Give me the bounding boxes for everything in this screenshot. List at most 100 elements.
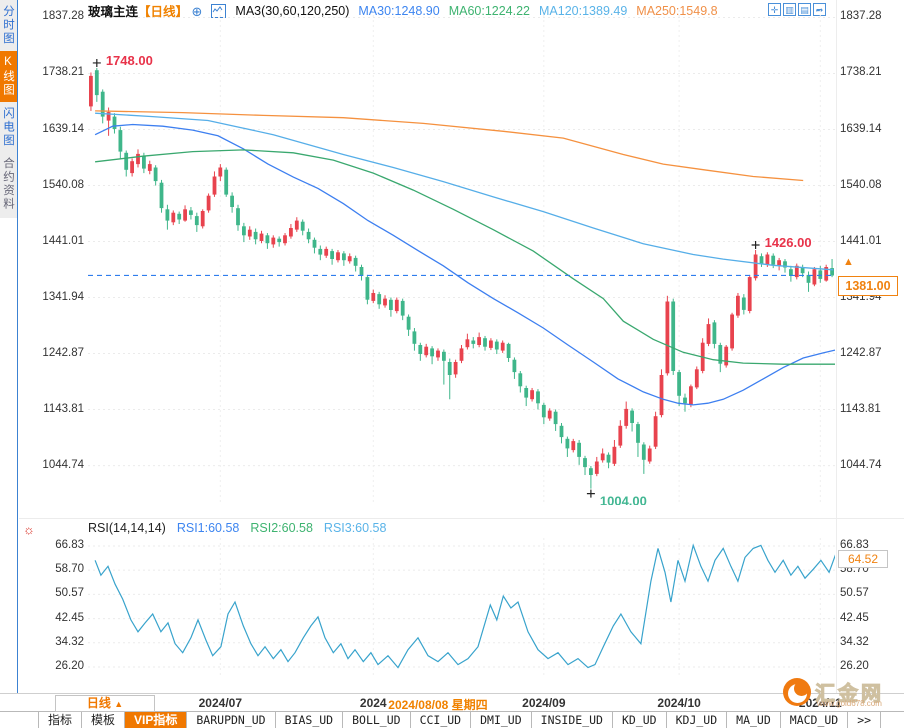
tab-boll_ud[interactable]: BOLL_UD (343, 712, 411, 728)
candle (206, 195, 211, 211)
axis-label: 50.57 (55, 587, 84, 600)
add-compare-icon[interactable]: ⊕ (191, 4, 203, 19)
sidebar-item-contract-info[interactable]: 合约资料 (2, 157, 14, 211)
more-tabs-button[interactable]: >> (848, 712, 882, 728)
extreme-price-label: 1426.00 (765, 235, 812, 250)
candle (165, 209, 170, 221)
candle (271, 237, 276, 245)
tab-ma_ud[interactable]: MA_UD (727, 712, 781, 728)
extreme-marker-icon (751, 241, 760, 250)
ma60-line (95, 149, 835, 365)
axis-label: 1540.08 (42, 178, 84, 191)
candle (312, 239, 317, 248)
candle (300, 221, 305, 231)
candle (659, 375, 664, 416)
ma120-line (95, 112, 834, 271)
candle (342, 253, 346, 261)
candle (100, 91, 105, 117)
candle (377, 294, 382, 305)
rsi-line (94, 543, 835, 669)
extreme-marker-icon (586, 489, 595, 498)
rsi-chart[interactable] (88, 538, 835, 678)
chevron-up-icon: ▲ (114, 699, 124, 709)
tab-指标[interactable]: 指标 (39, 712, 83, 728)
candle (706, 324, 711, 344)
candle (806, 274, 811, 283)
candle (577, 442, 581, 457)
chart-header: 玻璃主连【日线】 ⊕ MA3(30,60,120,250) MA30:1248.… (88, 2, 718, 19)
rsi3-value: RSI3:60.58 (323, 521, 387, 535)
candle (547, 410, 552, 419)
sidebar-item-timeshare[interactable]: 分时图 (2, 5, 14, 46)
candle (142, 156, 146, 169)
candle (383, 298, 387, 306)
current-rsi-box: 64.52 (838, 550, 888, 568)
candle (630, 410, 634, 423)
candle (230, 195, 234, 207)
symbol-name: 玻璃主连【日线】 ⊕ (88, 1, 202, 20)
x-axis-label: 2024/11 (798, 696, 842, 710)
candle (224, 169, 229, 195)
sidebar-item-kline[interactable]: K线图 (0, 50, 17, 102)
tab-bias_ud[interactable]: BIAS_UD (276, 712, 344, 728)
rsi-header: RSI(14,14,14) RSI1:60.58 RSI2:60.58 RSI3… (88, 521, 386, 535)
x-axis-label: 2024/09 (522, 696, 566, 710)
extreme-price-label: 1004.00 (600, 494, 647, 505)
tab-模板[interactable]: 模板 (82, 712, 126, 728)
ma60-value: MA60:1224.22 (448, 3, 531, 18)
candle (624, 408, 629, 426)
indicator-settings-icon[interactable]: ☼ (23, 522, 35, 537)
layout-indicator-icon[interactable]: ▤ (798, 3, 811, 16)
tab-dmi_ud[interactable]: DMI_UD (471, 712, 532, 728)
candle (389, 299, 393, 310)
candle (259, 233, 264, 241)
candle (653, 416, 658, 447)
extreme-marker-icon (92, 58, 101, 67)
chart-type-sidebar: 分时图 K线图 闪电图 合约资料 (0, 0, 18, 693)
tab-macd_ud[interactable]: MACD_UD (781, 712, 849, 728)
indicator-tabbar: 指标 模板 VIP指标 BARUPDN_UD BIAS_UD BOLL_UD CCI_UD D… (0, 711, 904, 728)
sidebar-item-flash[interactable]: 闪电图 (2, 106, 14, 148)
pan-crosshair-icon[interactable]: ✛ (768, 3, 781, 16)
pop-out-icon[interactable]: ➦ (813, 3, 826, 16)
axis-label: 26.20 (55, 659, 84, 672)
ma30-line (94, 123, 835, 406)
candle (136, 153, 140, 165)
candle (306, 231, 311, 240)
axis-label: 34.32 (840, 635, 869, 648)
candle (336, 252, 340, 261)
candle (453, 362, 458, 375)
candle (465, 339, 470, 348)
rsi-label: RSI(14,14,14) (88, 521, 166, 535)
candle (483, 338, 487, 347)
candle (718, 345, 723, 364)
sidebar-background: 分时图 K线图 闪电图 合约资料 (0, 0, 17, 218)
candles-layer (89, 67, 834, 489)
tab-cci_ud[interactable]: CCI_UD (411, 712, 472, 728)
tab-inside_ud[interactable]: INSIDE_UD (532, 712, 613, 728)
axis-label: 34.32 (55, 635, 84, 648)
candle (200, 211, 205, 227)
tab-vip指标[interactable]: VIP指标 (125, 712, 188, 728)
candle (730, 314, 734, 349)
x-axis-label: 2024/08/08 星期四 (388, 698, 488, 712)
candle (530, 390, 534, 400)
layout-main-chart-icon[interactable]: ▥ (783, 3, 796, 16)
axis-label: 1738.21 (840, 66, 882, 79)
rsi2-value: RSI2:60.58 (250, 521, 313, 535)
period-selector[interactable]: 日线 ▲ (55, 695, 155, 712)
axis-label: 1044.74 (840, 458, 882, 471)
candle (489, 340, 493, 348)
candle (747, 277, 752, 311)
axis-label: 1837.28 (840, 10, 882, 23)
candlestick-chart[interactable]: 1748.00 1426.00 1004.00 (88, 10, 835, 505)
tab-kd_ud[interactable]: KD_UD (613, 712, 667, 728)
tab-barupdn_ud[interactable]: BARUPDN_UD (187, 712, 276, 728)
tab-kdj_ud[interactable]: KDJ_UD (667, 712, 728, 728)
candle (536, 391, 540, 404)
ma-lines (94, 110, 835, 406)
candle (794, 265, 799, 278)
candle (618, 425, 623, 446)
candle (371, 293, 376, 301)
candle (571, 441, 576, 451)
